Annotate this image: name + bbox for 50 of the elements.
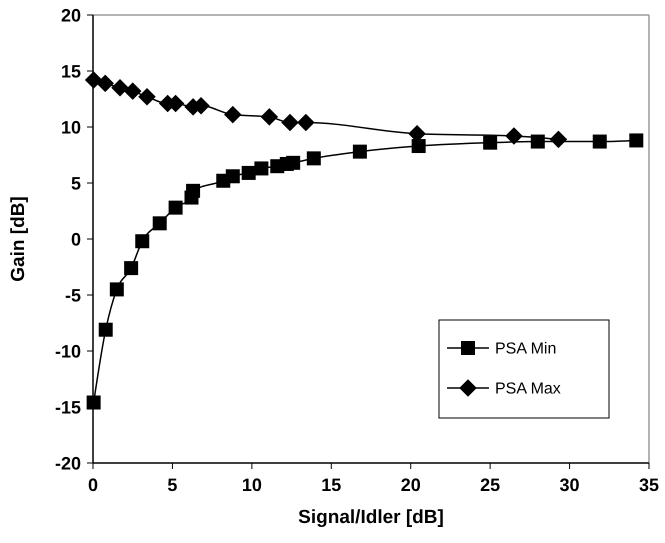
point: [124, 261, 138, 276]
point: [352, 144, 367, 159]
point: [306, 151, 321, 166]
x-tick-label: 5: [167, 475, 178, 495]
x-tick-label: 35: [638, 475, 660, 495]
y-tick-label: 0: [70, 229, 81, 250]
y-tick-label: 15: [60, 61, 81, 82]
point: [224, 106, 242, 124]
y-tick-label: 20: [60, 5, 81, 26]
point: [297, 114, 315, 132]
y-tick-label: 5: [70, 173, 81, 194]
x-tick-label: 10: [242, 475, 262, 495]
y-tick-label: -15: [54, 397, 81, 418]
point: [260, 108, 278, 126]
point: [242, 166, 256, 180]
point: [168, 200, 183, 215]
point: [124, 82, 142, 100]
point: [152, 216, 167, 230]
y-tick-label: -10: [54, 341, 81, 362]
legend-label: PSA Min: [495, 340, 556, 358]
point: [254, 161, 268, 176]
point: [135, 234, 150, 248]
y-axis-title: Gain [dB]: [8, 196, 29, 282]
point: [281, 114, 299, 132]
point: [550, 130, 568, 148]
x-tick-label: 0: [88, 475, 98, 495]
point: [111, 79, 129, 97]
point: [505, 127, 523, 145]
point: [629, 133, 644, 148]
y-tick-label: -5: [64, 285, 81, 306]
point: [226, 169, 240, 184]
point: [84, 71, 102, 89]
y-tick-label: -20: [54, 453, 81, 474]
point: [186, 184, 200, 198]
point: [138, 88, 156, 106]
x-tick-label: 15: [321, 475, 342, 495]
x-tick-label: 20: [400, 475, 421, 495]
x-tick-label: 30: [560, 475, 580, 495]
x-axis-title: Signal/Idler [dB]: [298, 507, 444, 528]
point: [412, 139, 426, 154]
point: [96, 74, 114, 92]
x-tick-label: 25: [480, 475, 500, 495]
point: [483, 136, 498, 150]
point: [110, 282, 124, 296]
point: [286, 156, 300, 170]
point: [592, 134, 607, 149]
legend-label: PSA Max: [495, 380, 561, 398]
point: [98, 322, 113, 337]
y-tick-label: 10: [60, 117, 81, 138]
point: [86, 396, 101, 410]
